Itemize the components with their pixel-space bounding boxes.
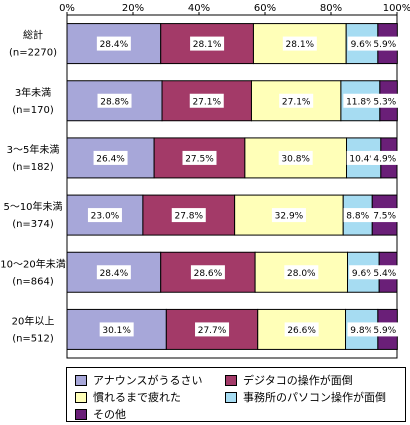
data-label-box [182, 150, 217, 165]
category-n-label: (n=864) [12, 276, 54, 287]
category-label: 3～5年未満 [7, 143, 60, 156]
plot-area [66, 14, 398, 359]
legend-swatch [75, 408, 87, 420]
data-label: 30.1% [102, 326, 131, 336]
data-label-box [99, 322, 134, 337]
x-tick-label: 0% [59, 3, 75, 14]
data-label-box [271, 208, 306, 223]
data-label: 5.4% [373, 269, 396, 279]
data-label-box [284, 265, 319, 280]
legend-label: 事務所のパソコン操作が面倒 [243, 391, 386, 404]
category-label: 総計 [23, 29, 43, 42]
data-label-box [347, 322, 376, 337]
data-label-box [284, 322, 319, 337]
data-label: 28.6% [194, 269, 223, 279]
data-label-box [190, 36, 225, 51]
data-label: 28.1% [193, 40, 222, 50]
data-label: 27.7% [198, 326, 227, 336]
data-label-box [370, 93, 399, 108]
category-n-label: (n=182) [12, 162, 54, 173]
category-n-label: (n=374) [12, 219, 54, 230]
legend-label: その他 [93, 408, 126, 421]
data-label: 28.8% [100, 97, 129, 107]
data-label: 30.8% [281, 154, 310, 164]
data-label: 9.6% [351, 40, 374, 50]
data-label-box [370, 208, 399, 223]
data-label-box [347, 36, 377, 51]
x-tick-label: 60% [254, 3, 276, 14]
category-n-label: (n=2270) [9, 48, 57, 59]
data-label: 28.4% [100, 40, 129, 50]
data-label-box [189, 93, 224, 108]
bar-segment [142, 194, 236, 236]
data-label: 27.5% [185, 154, 214, 164]
data-label: 28.4% [100, 269, 129, 279]
category-label: 10～20年未満 [0, 257, 65, 270]
data-label: 10.4% [349, 154, 378, 164]
legend-label: 慣れるまで疲れた [93, 391, 181, 404]
x-tick-label: 20% [122, 3, 144, 14]
data-label: 9.8% [350, 326, 373, 336]
data-label: 27.8% [174, 212, 203, 222]
data-label: 27.1% [282, 97, 311, 107]
data-label-box [190, 265, 225, 280]
legend-label: アナウンスがうるさい [93, 374, 203, 387]
legend-item-other: その他 [75, 406, 126, 422]
data-label: 23.0% [91, 212, 120, 222]
x-tick-label: 100% [383, 3, 410, 14]
data-label-box [171, 208, 206, 223]
data-label: 5.9% [373, 40, 396, 50]
data-label: 5.9% [373, 326, 396, 336]
data-label-box [87, 208, 122, 223]
data-label: 9.6% [352, 269, 375, 279]
data-label: 8.8% [346, 212, 369, 222]
category-n-label: (n=170) [12, 105, 54, 116]
category-label: 3年未満 [15, 86, 51, 99]
data-label: 28.0% [287, 269, 316, 279]
data-label: 5.3% [373, 97, 396, 107]
chart-legend: アナウンスがうるさい デジタコの操作が面倒 慣れるまで疲れた 事務所のパソコン操… [66, 367, 406, 422]
data-label: 28.1% [286, 40, 315, 50]
data-label-box [343, 93, 378, 108]
data-label-box [282, 36, 317, 51]
data-label-box [278, 150, 313, 165]
legend-swatch [225, 391, 237, 403]
legend-item-tired: 慣れるまで疲れた [75, 389, 181, 405]
data-label: 27.1% [192, 97, 221, 107]
legend-swatch [75, 391, 87, 403]
data-label-box [343, 208, 372, 223]
category-label: 5～10年未満 [3, 200, 62, 213]
data-label-box [370, 150, 399, 165]
data-label: 7.5% [373, 212, 396, 222]
legend-label: デジタコの操作が面倒 [243, 374, 353, 387]
category-n-label: (n=512) [12, 333, 54, 344]
x-tick-label: 80% [320, 3, 342, 14]
data-label: 32.9% [275, 212, 304, 222]
x-tick-label: 40% [188, 3, 210, 14]
data-label-box [279, 93, 314, 108]
legend-swatch [225, 374, 237, 386]
data-label-box [195, 322, 230, 337]
data-label: 26.6% [287, 326, 316, 336]
data-label: 26.4% [96, 154, 125, 164]
data-label: 11.8% [346, 97, 375, 107]
data-label-box [370, 36, 399, 51]
data-label-box [96, 265, 131, 280]
data-label-box [370, 322, 399, 337]
data-label: 4.9% [373, 154, 396, 164]
legend-item-announce: アナウンスがうるさい [75, 372, 203, 388]
bar-segment [234, 194, 344, 236]
data-label-box [370, 265, 399, 280]
data-label-box [93, 150, 128, 165]
legend-item-digitacho: デジタコの操作が面倒 [225, 372, 353, 388]
data-label-box [97, 93, 132, 108]
data-label-box [349, 265, 378, 280]
legend-swatch [75, 374, 87, 386]
category-label: 20年以上 [12, 314, 55, 327]
data-label-box [96, 36, 131, 51]
legend-item-office-pc: 事務所のパソコン操作が面倒 [225, 389, 386, 405]
